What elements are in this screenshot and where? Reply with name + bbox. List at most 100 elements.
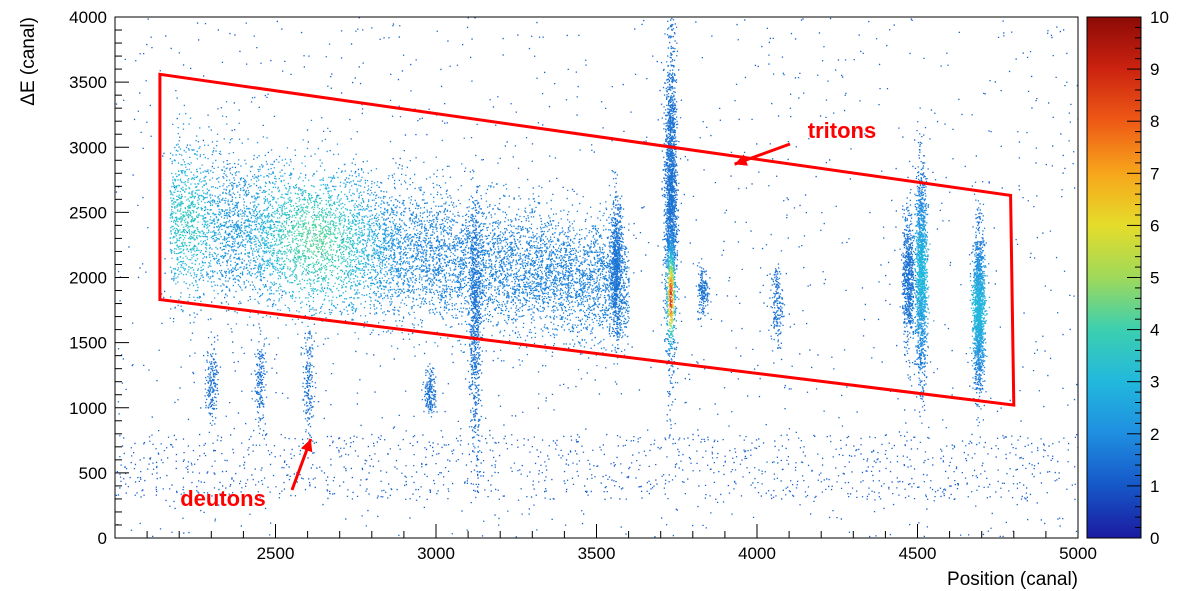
scatter-point-group [669, 282, 672, 285]
colorbar-tick-label: 3 [1150, 373, 1159, 392]
scatter-point-group [669, 319, 671, 321]
cut-overlay: tritons deutons [158, 72, 1016, 511]
scatter-point-group [345, 245, 347, 247]
scatter-point-group [669, 284, 673, 291]
scatter-point-group [669, 274, 671, 276]
triton-cut-polygon [158, 72, 1016, 407]
scatter-point-group [669, 306, 671, 308]
colorbar-tick-label: 6 [1150, 216, 1159, 235]
scatter-point-group [668, 284, 674, 295]
scatter-point-group [671, 300, 674, 302]
scatter-point-group [669, 296, 671, 298]
scatter-point-group [310, 236, 322, 247]
scatter-point-group [669, 323, 671, 326]
scatter-point-group [669, 268, 671, 270]
scatter-point-group [670, 277, 672, 279]
scatter-point-group [672, 297, 674, 299]
scatter-point-group [669, 284, 672, 286]
y-tick-label: 500 [79, 464, 107, 483]
scatter-point-group [193, 127, 980, 360]
scatter-point-group [304, 226, 327, 248]
scatter-point-group [668, 282, 670, 285]
scatter-point-group [668, 294, 670, 296]
scatter-point-group [669, 328, 671, 330]
scatter-point-group [668, 309, 670, 311]
scatter-point-group [672, 304, 674, 306]
colorbar-tick-label: 2 [1150, 425, 1159, 444]
scatter-point-group [667, 298, 669, 300]
scatter-point-group [669, 276, 674, 313]
scatter-point-group [671, 293, 673, 295]
scatter-point-group [669, 314, 671, 316]
colorbar-tick-label: 5 [1150, 269, 1159, 288]
y-tick-label: 0 [98, 529, 107, 548]
x-tick-label: 2500 [257, 544, 295, 563]
colorbar-axis: 0 1 2 3 4 5 6 7 8 9 10 [1127, 8, 1169, 548]
scatter-point-group [313, 238, 316, 242]
scatter-point-group [672, 275, 674, 277]
scatter-point-group [669, 302, 672, 307]
scatter-point-group [314, 218, 316, 221]
scatter-point-group [668, 277, 670, 279]
scatter-point-group [667, 295, 669, 297]
x-tick-label: 4500 [899, 544, 937, 563]
scatter-point-group [326, 233, 331, 252]
scatter-points [115, 17, 1078, 538]
scatter-point-group [330, 248, 332, 251]
y-axis-label: ΔE (canal) [18, 17, 39, 106]
scatter-point-group [670, 316, 672, 318]
y-axis: 0 500 1000 1500 2000 2500 3000 3500 4000 [69, 8, 129, 548]
scatter-point-group [671, 288, 673, 290]
colorbar-tick-label: 4 [1150, 321, 1159, 340]
scatter-point-group [670, 300, 672, 303]
scatter-point-group [673, 307, 675, 310]
scatter-point-group [299, 226, 328, 257]
scatter-point-group [667, 290, 670, 293]
scatter-point-group [670, 271, 672, 273]
scatter-point-group [673, 290, 675, 292]
scatter-point-group [668, 313, 670, 315]
scatter-point-group [319, 224, 321, 227]
scatter-point-group [671, 280, 673, 282]
colorbar-tick-label: 0 [1150, 529, 1159, 548]
scatter-point-group [174, 242, 176, 244]
colorbar-tick-label: 8 [1150, 112, 1159, 131]
scatter-point-group [668, 272, 670, 274]
colorbar-tick-label: 1 [1150, 477, 1159, 496]
scatter-point-group [668, 278, 671, 280]
scatter-point-group [669, 309, 672, 311]
scatter-point-group [669, 288, 671, 290]
colorbar-tick-label: 9 [1150, 60, 1159, 79]
scatter-point-group [670, 285, 672, 288]
scatter-point-group [311, 223, 314, 226]
scatter-point-group [668, 267, 671, 269]
scatter-point-group [671, 271, 673, 273]
scatter-point-group [671, 285, 673, 287]
y-tick-label: 2500 [69, 203, 107, 222]
scatter-point-group [671, 273, 673, 275]
y-tick-label: 3500 [69, 73, 107, 92]
scatter-point-group [291, 213, 670, 268]
scatter-point-group [670, 272, 672, 274]
annotation-deutons-arrowhead [301, 439, 313, 453]
scatter-point-group [669, 322, 671, 324]
scatter-point-group [668, 280, 671, 283]
scatter-point-group [671, 267, 673, 269]
scatter-point-group [670, 312, 672, 315]
scatter-point-group [668, 293, 673, 319]
scatter-point-group [668, 299, 670, 307]
x-tick-label: 4000 [738, 544, 776, 563]
scatter-point-group [670, 266, 672, 268]
annotation-deutons-label: deutons [180, 486, 266, 511]
scatter-point-group [306, 229, 310, 232]
scatter-point-group [672, 295, 674, 297]
scatter-point-group [671, 275, 673, 277]
y-tick-label: 1000 [69, 399, 107, 418]
scatter-point-group [341, 246, 348, 263]
x-axis-label: Position (canal) [947, 569, 1078, 590]
scatter-point-group [320, 245, 322, 248]
scatter-point-group [669, 291, 672, 293]
x-tick-label: 3500 [578, 544, 616, 563]
scatter-point-group [317, 259, 319, 261]
